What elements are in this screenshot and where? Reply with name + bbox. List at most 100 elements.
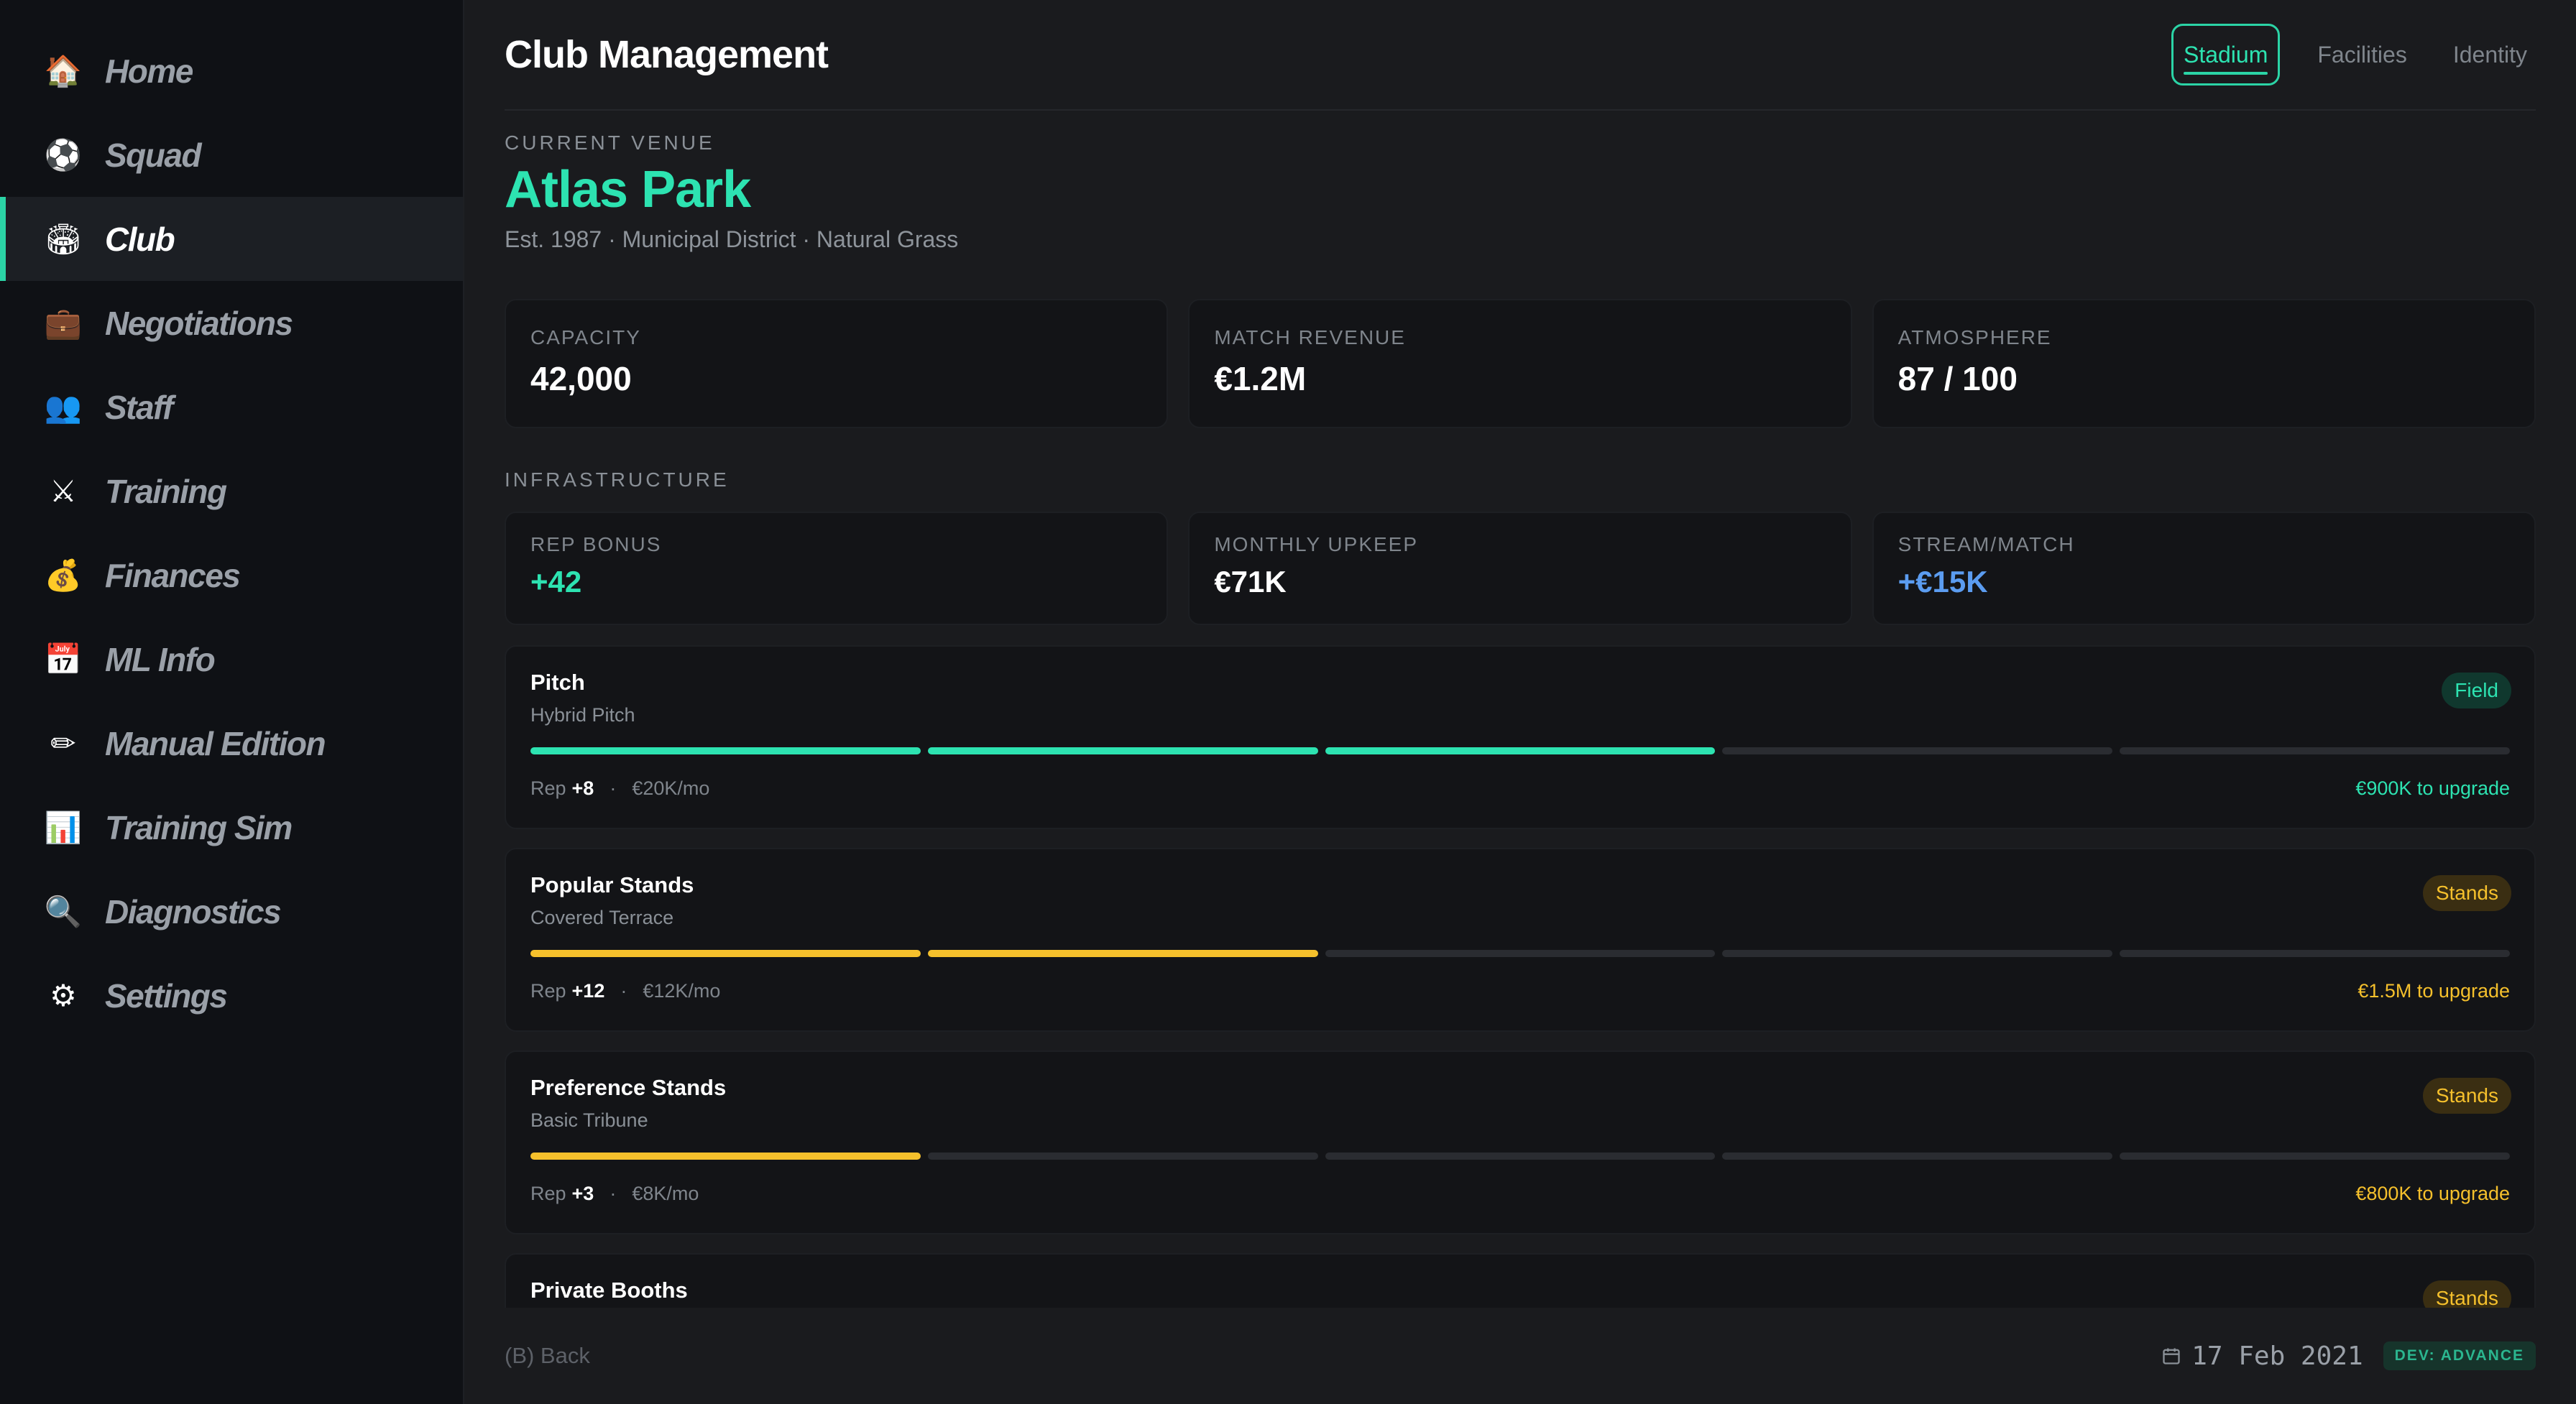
stat-card-match-revenue: MATCH REVENUE €1.2M	[1188, 299, 1852, 428]
sidebar-item-label: Training	[105, 472, 227, 510]
facility-type: Basic Tribune	[530, 1109, 648, 1131]
sidebar-item-label: Home	[105, 52, 193, 90]
tab-stadium[interactable]: Stadium	[2171, 24, 2281, 86]
sidebar-item-label: Club	[105, 220, 175, 258]
stat-value: +€15K	[1898, 565, 1988, 599]
sidebar-item-settings[interactable]: ⚙ Settings	[0, 953, 463, 1038]
venue-stats: CAPACITY 42,000 MATCH REVENUE €1.2M ATMO…	[505, 299, 2536, 428]
game-date: 17 Feb 2021	[2161, 1341, 2363, 1371]
sidebar-item-training-sim[interactable]: 📊 Training Sim	[0, 785, 463, 869]
facility-type: Covered Terrace	[530, 907, 674, 928]
stat-card-atmosphere: ATMOSPHERE 87 / 100	[1872, 299, 2536, 428]
tab-facilities[interactable]: Facilities	[2317, 41, 2407, 68]
stat-label: MONTHLY UPKEEP	[1214, 533, 1419, 555]
stat-label: STREAM/MATCH	[1898, 533, 2075, 555]
stat-value: 42,000	[530, 360, 632, 397]
level-segment	[530, 1153, 921, 1160]
rep-label: Rep	[530, 1183, 566, 1204]
main-content: Club Management Stadium Facilities Ident…	[464, 0, 2576, 1404]
sidebar-item-staff[interactable]: 👥 Staff	[0, 365, 463, 449]
separator-dot: ·	[610, 777, 617, 799]
sidebar-item-manual-edition[interactable]: ✏ Manual Edition	[0, 701, 463, 785]
facility-list: Pitch Hybrid Pitch Field Rep +8 · €20K/m…	[505, 645, 2536, 1308]
level-segment	[530, 747, 921, 754]
level-segment	[927, 747, 1318, 754]
facility-name: Preference Stands	[530, 1075, 727, 1100]
level-segment	[1325, 747, 1716, 754]
infrastructure-heading: INFRASTRUCTURE	[505, 468, 2536, 491]
back-hint[interactable]: (B) Back	[505, 1343, 590, 1368]
dev-advance-button[interactable]: DEV: ADVANCE	[2383, 1341, 2536, 1370]
calendar-icon: 📅	[44, 641, 83, 677]
facility-category-badge: Stands	[2422, 1280, 2511, 1308]
page-header: Club Management Stadium Facilities Ident…	[505, 0, 2536, 111]
facility-level-bar	[530, 747, 2510, 754]
venue-section: CURRENT VENUE Atlas Park Est. 1987 · Mun…	[505, 131, 2536, 253]
sidebar-item-finances[interactable]: 💰 Finances	[0, 533, 463, 617]
tab-identity[interactable]: Identity	[2452, 41, 2527, 68]
facility-type: Hybrid Pitch	[530, 704, 635, 726]
facility-card-popular-stands[interactable]: Popular Stands Covered Terrace Stands Re…	[505, 848, 2536, 1032]
bar-chart-icon: 📊	[44, 809, 83, 845]
sidebar-item-label: Squad	[105, 136, 202, 174]
sidebar: 🏠 Home ⚽ Squad 🏟 Club 💼 Negotiations 👥 S…	[0, 0, 464, 1404]
money-bag-icon: 💰	[44, 557, 83, 593]
facility-category-badge: Stands	[2422, 1078, 2511, 1114]
upkeep-value: €12K/mo	[643, 980, 721, 1002]
level-segment	[927, 1153, 1318, 1160]
rep-label: Rep	[530, 777, 566, 799]
sidebar-item-training[interactable]: ⚔ Training	[0, 449, 463, 533]
facility-meta: Rep +3 · €8K/mo	[530, 1183, 699, 1205]
level-segment	[1325, 950, 1716, 957]
stat-value: +42	[530, 565, 582, 599]
venue-name: Atlas Park	[505, 161, 751, 218]
sidebar-item-ml-info[interactable]: 📅 ML Info	[0, 617, 463, 701]
facility-level-bar	[530, 1153, 2510, 1160]
facility-meta: Rep +12 · €12K/mo	[530, 980, 720, 1002]
stat-card-stream-match: STREAM/MATCH +€15K	[1872, 512, 2536, 625]
stat-label: CAPACITY	[530, 326, 641, 348]
facility-category-badge: Field	[2442, 673, 2511, 708]
sidebar-item-home[interactable]: 🏠 Home	[0, 29, 463, 113]
separator-dot: ·	[610, 1183, 617, 1204]
section-label-infrastructure: INFRASTRUCTURE	[505, 468, 730, 491]
infrastructure-stats: REP BONUS +42 MONTHLY UPKEEP €71K STREAM…	[505, 512, 2536, 625]
level-segment	[2120, 950, 2510, 957]
level-segment	[1325, 1153, 1716, 1160]
sidebar-item-label: Finances	[105, 556, 241, 594]
separator-dot: ·	[620, 980, 627, 1002]
upgrade-cost[interactable]: €900K to upgrade	[2355, 777, 2510, 799]
level-segment	[1722, 950, 2113, 957]
level-segment	[1722, 1153, 2113, 1160]
upgrade-cost[interactable]: €1.5M to upgrade	[2358, 980, 2510, 1002]
facility-card-private-booths[interactable]: Private Booths Stands	[505, 1253, 2536, 1308]
level-segment	[1722, 747, 2113, 754]
footer-bar: (B) Back 17 Feb 2021 DEV: ADVANCE	[464, 1308, 2576, 1404]
section-label-current-venue: CURRENT VENUE	[505, 131, 715, 154]
sidebar-item-label: Staff	[105, 388, 173, 426]
gear-icon: ⚙	[50, 977, 77, 1013]
facility-name: Popular Stands	[530, 872, 694, 897]
date-text: 17 Feb 2021	[2191, 1341, 2363, 1371]
level-segment	[530, 950, 921, 957]
sidebar-item-squad[interactable]: ⚽ Squad	[0, 113, 463, 197]
tab-bar: Stadium Facilities Identity	[2171, 24, 2536, 86]
upkeep-value: €20K/mo	[632, 777, 710, 799]
facility-name: Pitch	[530, 670, 585, 695]
facility-card-preference-stands[interactable]: Preference Stands Basic Tribune Stands R…	[505, 1050, 2536, 1234]
facility-name: Private Booths	[530, 1278, 688, 1303]
stat-label: REP BONUS	[530, 533, 662, 555]
stat-value: €71K	[1214, 565, 1287, 599]
sidebar-item-diagnostics[interactable]: 🔍 Diagnostics	[0, 869, 463, 953]
facility-card-pitch[interactable]: Pitch Hybrid Pitch Field Rep +8 · €20K/m…	[505, 645, 2536, 829]
facility-meta: Rep +8 · €20K/mo	[530, 777, 709, 800]
upgrade-cost[interactable]: €800K to upgrade	[2355, 1183, 2510, 1204]
page-title: Club Management	[505, 33, 829, 76]
sidebar-item-negotiations[interactable]: 💼 Negotiations	[0, 281, 463, 365]
upkeep-value: €8K/mo	[632, 1183, 699, 1204]
calendar-icon	[2163, 1348, 2180, 1364]
sidebar-item-label: Settings	[105, 976, 228, 1015]
sidebar-item-club[interactable]: 🏟 Club	[0, 197, 463, 281]
stat-card-monthly-upkeep: MONTHLY UPKEEP €71K	[1188, 512, 1852, 625]
